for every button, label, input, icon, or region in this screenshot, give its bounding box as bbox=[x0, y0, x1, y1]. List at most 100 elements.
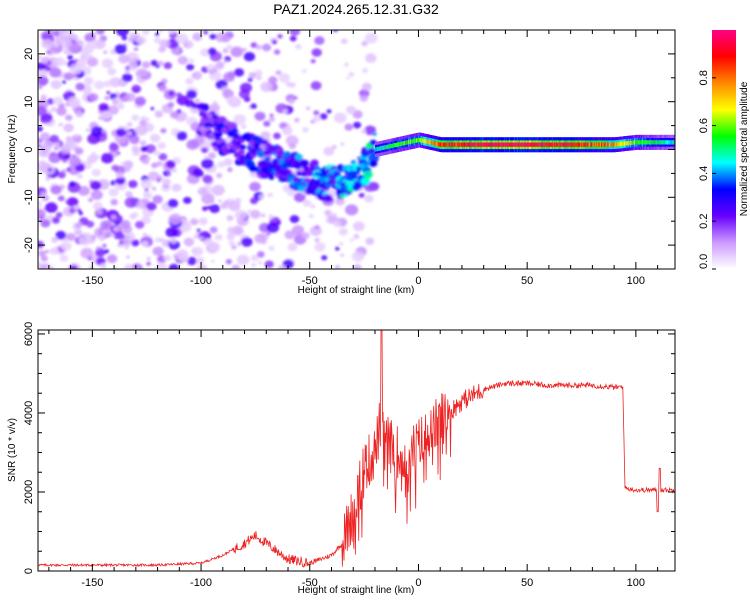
heatmap-cell bbox=[255, 75, 262, 81]
heatmap-cell bbox=[77, 185, 90, 196]
heatmap-cell bbox=[86, 57, 99, 67]
heatmap-cell bbox=[289, 35, 297, 42]
x-tick-label: 100 bbox=[627, 275, 645, 287]
heatmap-cell bbox=[75, 58, 87, 68]
heatmap-cell bbox=[201, 147, 209, 153]
heatmap-cell bbox=[90, 190, 103, 200]
heatmap-cell bbox=[223, 60, 228, 64]
heatmap-cell bbox=[268, 175, 275, 180]
heatmap-cell bbox=[295, 171, 302, 176]
heatmap-cell bbox=[227, 122, 238, 130]
heatmap-cell bbox=[115, 128, 127, 137]
heatmap-cell bbox=[364, 125, 377, 136]
heatmap-cell bbox=[362, 68, 369, 74]
heatmap-cell bbox=[209, 30, 214, 33]
heatmap-cell bbox=[168, 213, 182, 225]
heatmap-cell bbox=[273, 49, 281, 55]
heatmap-cell bbox=[124, 136, 131, 142]
heatmap-cell bbox=[302, 127, 309, 133]
heatmap-cell bbox=[76, 173, 83, 179]
heatmap-cell bbox=[134, 125, 148, 136]
heatmap-cell bbox=[250, 103, 257, 109]
heatmap-cell bbox=[214, 234, 223, 241]
heatmap-cell bbox=[141, 240, 149, 247]
heatmap-cell bbox=[364, 152, 370, 157]
heatmap-cell bbox=[202, 206, 208, 212]
heatmap-cell bbox=[314, 237, 320, 243]
heatmap-cell bbox=[346, 76, 350, 80]
heatmap-cell bbox=[69, 207, 76, 214]
heatmap-cell bbox=[87, 197, 94, 203]
heatmap-cell bbox=[241, 237, 253, 247]
heatmap-cell bbox=[127, 61, 138, 71]
heatmap-cell bbox=[167, 102, 175, 108]
heatmap-cell bbox=[169, 237, 177, 244]
heatmap-cell bbox=[228, 240, 235, 246]
heatmap-cell bbox=[158, 84, 167, 92]
heatmap-cell bbox=[308, 213, 314, 219]
heatmap-cell bbox=[203, 238, 212, 246]
heatmap-cell bbox=[42, 140, 54, 150]
heatmap-cell bbox=[40, 219, 51, 228]
heatmap-cell bbox=[158, 153, 168, 161]
heatmap-cell bbox=[165, 227, 178, 238]
heatmap-cell bbox=[169, 111, 179, 119]
heatmap-cell bbox=[262, 43, 272, 52]
heatmap-cell bbox=[86, 220, 95, 228]
heatmap-cell bbox=[45, 250, 49, 253]
heatmap-cell bbox=[63, 48, 71, 55]
heatmap-cell bbox=[112, 99, 119, 105]
heatmap-cell bbox=[251, 263, 256, 267]
heatmap-cell bbox=[293, 192, 306, 203]
heatmap-cell bbox=[260, 81, 273, 93]
heatmap-cell bbox=[333, 220, 342, 228]
heatmap-cell bbox=[74, 147, 84, 155]
heatmap-cell bbox=[206, 205, 211, 209]
heatmap-cell bbox=[167, 199, 179, 208]
heatmap-cell bbox=[42, 195, 50, 201]
heatmap-cell bbox=[311, 48, 322, 57]
heatmap-cell bbox=[146, 257, 151, 261]
heatmap-cell bbox=[346, 105, 356, 115]
heatmap-cell bbox=[353, 234, 360, 239]
heatmap-cell bbox=[197, 187, 208, 196]
heatmap-cell bbox=[140, 115, 148, 122]
heatmap-cell bbox=[108, 188, 119, 197]
heatmap-cell bbox=[131, 84, 142, 93]
heatmap-cell bbox=[312, 115, 321, 123]
heatmap-cell bbox=[38, 69, 48, 79]
heatmap-cell bbox=[40, 191, 47, 197]
heatmap-cell bbox=[673, 140, 675, 145]
heatmap-cell bbox=[314, 172, 320, 176]
heatmap-cell bbox=[365, 172, 371, 176]
heatmap-cell bbox=[314, 36, 325, 45]
heatmap-cell bbox=[61, 80, 66, 84]
heatmap-cell bbox=[134, 96, 146, 106]
heatmap-cell bbox=[155, 110, 159, 114]
heatmap-cell bbox=[257, 260, 263, 265]
x-tick-label: 50 bbox=[521, 275, 533, 287]
snr-panel: -150 -100 -50 0 50 100 0 2000 4000 6000 Height of… bbox=[7, 322, 676, 596]
heatmap-cell bbox=[116, 151, 121, 155]
x-tick-label: -100 bbox=[190, 577, 212, 589]
colorbar-tick-label: 0.4 bbox=[698, 166, 710, 181]
heatmap-cell bbox=[275, 70, 282, 76]
heatmap-cell bbox=[146, 202, 157, 211]
heatmap-cell bbox=[186, 139, 199, 150]
heatmap-cell bbox=[268, 116, 275, 122]
heatmap-cell bbox=[294, 117, 300, 123]
heatmap-cell bbox=[87, 256, 93, 261]
heatmap-cell bbox=[250, 254, 259, 262]
heatmap-cell bbox=[74, 222, 82, 229]
heatmap-cell bbox=[126, 122, 133, 127]
heatmap-cell bbox=[150, 107, 155, 111]
heatmap-cell bbox=[200, 48, 211, 57]
heatmap-cells bbox=[38, 30, 675, 269]
heatmap-cell bbox=[196, 257, 205, 264]
heatmap-cell bbox=[161, 178, 172, 186]
heatmap-cell bbox=[152, 246, 164, 256]
heatmap-cell bbox=[141, 61, 151, 69]
heatmap-cell bbox=[268, 245, 275, 251]
heatmap-cell bbox=[61, 169, 67, 173]
heatmap-cell bbox=[273, 132, 281, 140]
